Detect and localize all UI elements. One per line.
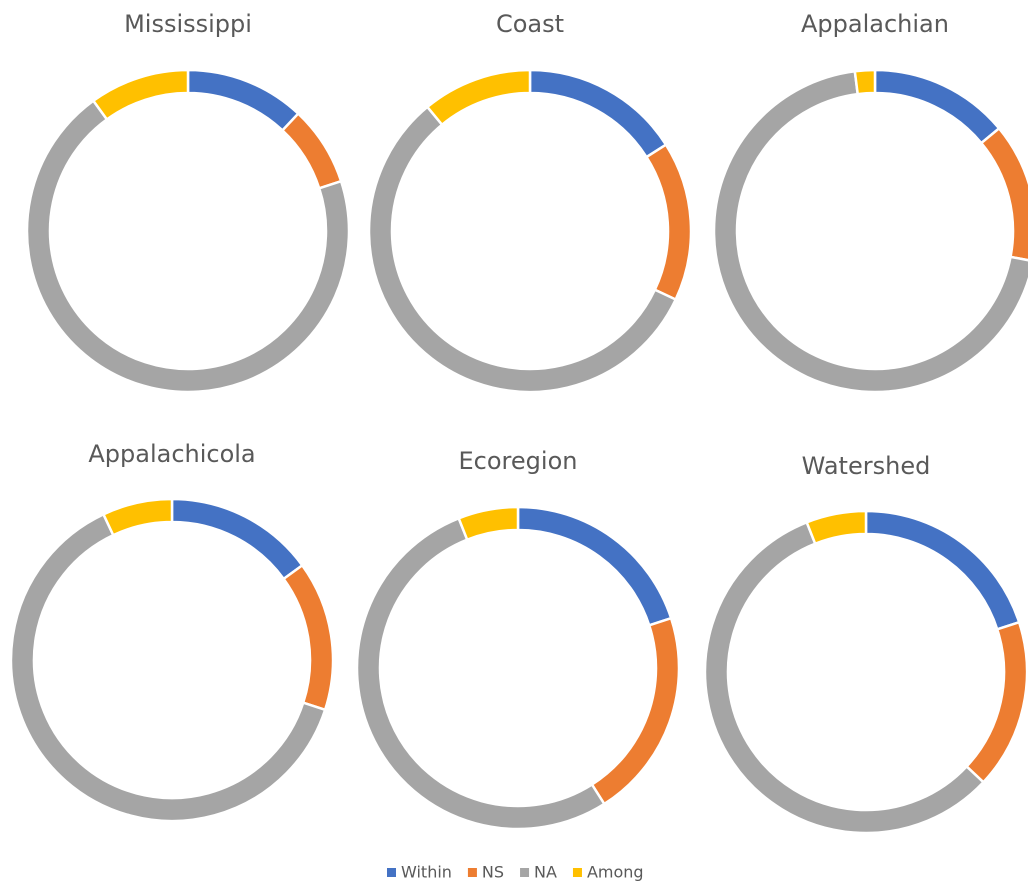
doughnut-segment [367, 105, 678, 394]
legend: Within NS NA Among [387, 863, 644, 882]
doughnut-segment [281, 563, 335, 712]
doughnut-chart: Ecoregion [355, 447, 681, 831]
doughnut-segment [864, 509, 1021, 631]
legend-label: Within [401, 863, 452, 882]
doughnut-segment [101, 497, 174, 537]
chart-title: Mississippi [124, 10, 252, 38]
doughnut-chart: Mississippi [25, 10, 351, 394]
doughnut-segment [516, 505, 673, 627]
doughnut-segment [979, 126, 1028, 262]
chart-title: Appalachian [801, 10, 949, 38]
chart-title: Coast [496, 10, 564, 38]
doughnut-segment [590, 616, 681, 806]
doughnut-segment [964, 620, 1028, 784]
doughnut-segment [425, 68, 532, 127]
legend-label: Among [587, 863, 644, 882]
doughnut-segment [644, 143, 693, 302]
doughnut-chart: Coast [367, 10, 693, 394]
doughnut-chart: Watershed [703, 452, 1028, 835]
doughnut-segment [873, 68, 1001, 145]
doughnut-segment [91, 68, 190, 122]
legend-label: NS [482, 863, 504, 882]
doughnut-segment [355, 516, 606, 831]
doughnut-segment [805, 509, 868, 546]
doughnut-segment [703, 520, 986, 835]
doughnut-segment [853, 68, 877, 96]
doughnut-segment [9, 512, 327, 823]
doughnut-segment [186, 68, 300, 133]
chart-title: Ecoregion [459, 447, 578, 475]
legend-swatch [572, 868, 582, 877]
legend-label: NA [534, 863, 557, 882]
doughnut-chart: Appalachian [712, 10, 1028, 394]
doughnut-segment [280, 111, 343, 190]
doughnut-chart: Appalachicola [9, 440, 335, 823]
legend-swatch [387, 868, 396, 877]
doughnut-segment [528, 68, 668, 159]
legend-swatch [467, 868, 477, 877]
legend-swatch [520, 868, 530, 877]
doughnut-segment [457, 505, 520, 542]
chart-title: Watershed [802, 452, 931, 480]
chart-title: Appalachicola [88, 440, 255, 468]
doughnut-segment [170, 497, 304, 581]
